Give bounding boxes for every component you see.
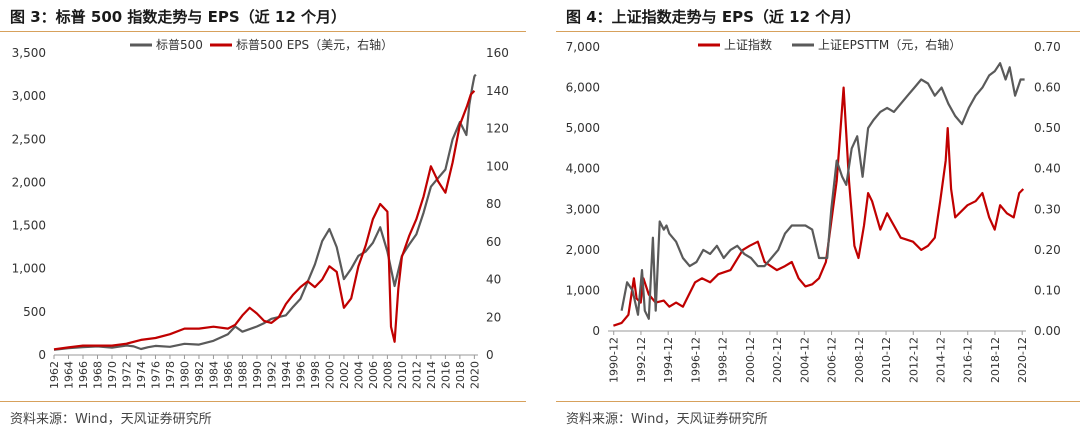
y-left-tick-label: 2,000: [566, 243, 600, 257]
y-right-tick-label: 120: [486, 122, 509, 136]
y-right-tick-label: 0.00: [1034, 324, 1061, 338]
x-tick-label: 2020-12: [1016, 337, 1029, 383]
x-tick-label: 2016: [439, 361, 452, 389]
x-tick-label: 2006: [367, 361, 380, 389]
x-tick-label: 2002-12: [771, 337, 784, 383]
x-tick-label: 2010: [396, 361, 409, 389]
y-right-tick-label: 160: [486, 46, 509, 60]
shanghai-composite-chart: 0 1,000 2,000 3,000 4,000 5,000 6,000 7,000 0.00…: [566, 37, 1061, 383]
y-right-tick-label: 0: [486, 348, 494, 362]
x-tick-label: 1982: [193, 361, 206, 389]
y-right-tick-label: 0.10: [1034, 283, 1061, 297]
series-line-1: [620, 62, 1025, 320]
x-tick-label: 1992: [265, 361, 278, 389]
left-title-rule: [0, 31, 526, 32]
y-right-tick-label: 20: [486, 310, 501, 324]
x-tick-label: 1968: [91, 361, 104, 389]
x-tick-label: 2008: [381, 361, 394, 389]
x-tick-label: 2020: [468, 361, 481, 389]
right-source-rule: [556, 401, 1080, 402]
right-chart-panel: 图 4：上证指数走势与 EPS（近 12 个月） 0 1,000 2,000 3,00…: [556, 0, 1080, 430]
y-left-tick-label: 2,000: [12, 175, 46, 189]
legend-label-0: 标普500: [156, 38, 203, 52]
x-tick-label: 2012-12: [907, 337, 920, 383]
legend-label-0: 上证指数: [724, 37, 772, 52]
x-tick-label: 1996-12: [689, 337, 702, 383]
x-tick-label: 2002: [338, 361, 351, 389]
x-tick-label: 1964: [62, 361, 75, 389]
y-left-tick-label: 3,000: [566, 202, 600, 216]
x-tick-label: 1976: [149, 361, 162, 389]
x-tick-label: 2012: [410, 361, 423, 389]
right-chart-title: 图 4：上证指数走势与 EPS（近 12 个月）: [566, 8, 861, 26]
x-tick-label: 1988: [236, 361, 249, 389]
x-tick-label: 2008-12: [853, 337, 866, 383]
y-left-tick-label: 3,000: [12, 89, 46, 103]
y-left-tick-label: 3,500: [12, 46, 46, 60]
x-tick-label: 2006-12: [826, 337, 839, 383]
x-tick-label: 2014: [425, 361, 438, 389]
y-left-tick-label: 7,000: [566, 40, 600, 54]
y-right-tick-label: 140: [486, 84, 509, 98]
x-tick-label: 2014-12: [934, 337, 947, 383]
left-chart-title: 图 3：标普 500 指数走势与 EPS（近 12 个月）: [10, 8, 347, 26]
series-line-0: [53, 73, 477, 351]
x-tick-label: 2004: [352, 361, 365, 389]
x-tick-label: 1990-12: [608, 337, 621, 383]
y-right-tick-label: 60: [486, 235, 501, 249]
right-title-rule: [556, 31, 1080, 32]
legend-label-1: 上证EPSTTM（元，右轴）: [818, 37, 961, 52]
right-source-note: 资料来源：Wind，天风证券研究所: [566, 412, 768, 427]
y-right-tick-label: 80: [486, 197, 501, 211]
x-tick-label: 1996: [294, 361, 307, 389]
left-chart-panel: 图 3：标普 500 指数走势与 EPS（近 12 个月） 0 500 1,000 1…: [0, 0, 526, 430]
y-right-tick-label: 0.40: [1034, 162, 1061, 176]
x-tick-label: 2004-12: [798, 337, 811, 383]
x-tick-label: 1984: [207, 361, 220, 389]
y-right-tick-label: 0.20: [1034, 243, 1061, 257]
x-tick-label: 1992-12: [635, 337, 648, 383]
y-left-tick-label: 0: [38, 348, 46, 362]
x-tick-label: 2010-12: [880, 337, 893, 383]
x-tick-label: 2016-12: [962, 337, 975, 383]
x-tick-label: 1990: [251, 361, 264, 389]
x-tick-label: 1998-12: [717, 337, 730, 383]
left-source-note: 资料来源：Wind，天风证券研究所: [10, 412, 212, 427]
y-right-tick-label: 0.30: [1034, 202, 1061, 216]
y-left-tick-label: 1,000: [12, 262, 46, 276]
x-tick-label: 1980: [178, 361, 191, 389]
y-left-tick-label: 0: [592, 324, 600, 338]
x-tick-label: 1962: [48, 361, 61, 389]
sp500-chart: 0 500 1,000 1,500 2,000 2,500 3,000 3,500 0 20 40 6…: [12, 37, 509, 389]
y-left-tick-label: 6,000: [566, 81, 600, 95]
y-left-tick-label: 4,000: [566, 162, 600, 176]
y-left-tick-label: 500: [23, 305, 46, 319]
y-left-tick-label: 1,500: [12, 219, 46, 233]
x-tick-label: 1986: [222, 361, 235, 389]
y-right-tick-label: 0.50: [1034, 121, 1061, 135]
x-tick-label: 2018: [454, 361, 467, 389]
y-left-tick-label: 1,000: [566, 283, 600, 297]
y-right-tick-label: 100: [486, 159, 509, 173]
x-tick-label: 1970: [106, 361, 119, 389]
legend-label-1: 标普500 EPS（美元，右轴）: [236, 37, 393, 52]
x-tick-label: 1972: [120, 361, 133, 389]
x-tick-label: 1994-12: [662, 337, 675, 383]
x-tick-label: 1978: [164, 361, 177, 389]
y-right-tick-label: 0.70: [1034, 40, 1061, 54]
x-tick-label: 1966: [77, 361, 90, 389]
x-tick-label: 2000: [323, 361, 336, 389]
x-tick-label: 2018-12: [989, 337, 1002, 383]
series-line-1: [53, 90, 476, 351]
left-source-rule: [0, 401, 526, 402]
x-tick-label: 1974: [135, 361, 148, 389]
series-line-0: [613, 86, 1025, 327]
x-tick-label: 1998: [309, 361, 322, 389]
y-right-tick-label: 40: [486, 273, 501, 287]
y-left-tick-label: 5,000: [566, 121, 600, 135]
x-tick-label: 1994: [280, 361, 293, 389]
x-tick-label: 2000-12: [744, 337, 757, 383]
y-left-tick-label: 2,500: [12, 132, 46, 146]
y-right-tick-label: 0.60: [1034, 81, 1061, 95]
